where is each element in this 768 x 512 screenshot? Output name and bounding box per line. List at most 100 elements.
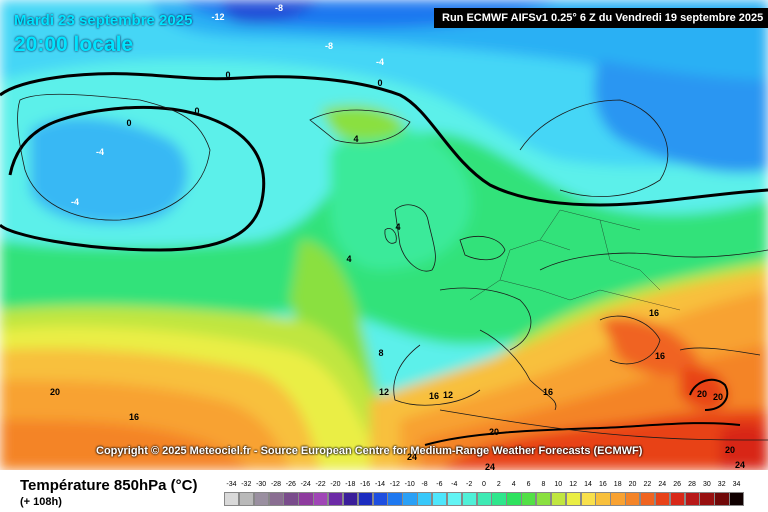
scale-swatch xyxy=(328,492,344,506)
isotherm-value-label: 24 xyxy=(735,460,745,470)
isotherm-value-label: 0 xyxy=(225,70,230,80)
scale-swatch xyxy=(654,492,671,506)
scale-swatch xyxy=(625,492,641,506)
isotherm-value-label: 24 xyxy=(485,462,495,470)
isotherm-value-label: 4 xyxy=(346,254,351,264)
scale-label: 24 xyxy=(658,481,667,488)
isotherm-value-label: 12 xyxy=(443,390,453,400)
scale-label: 16 xyxy=(598,481,607,488)
color-scale-labels: -34 -32 -30 -28 -26 -24 -22 -20 -18 -16 -14 -12 -10-… xyxy=(224,481,744,491)
scale-label: 26 xyxy=(673,481,682,488)
isotherm-value-label: 12 xyxy=(379,387,389,397)
scale-label: 10 xyxy=(554,481,563,488)
scale-label: 22 xyxy=(643,481,652,488)
isotherm-value-label: 16 xyxy=(543,387,553,397)
scale-swatch xyxy=(342,492,359,506)
scale-swatch xyxy=(699,492,715,506)
borders xyxy=(469,209,681,311)
scale-swatch xyxy=(521,492,537,506)
coastlines xyxy=(17,93,768,441)
scale-label: -16 xyxy=(360,481,371,488)
forecast-date: Mardi 23 septembre 2025 xyxy=(14,12,193,29)
scale-label: 12 xyxy=(569,481,578,488)
scale-label: 8 xyxy=(541,481,546,488)
isotherm-value-label: 20 xyxy=(489,427,499,437)
isotherm-value-label: -4 xyxy=(376,57,384,67)
scale-swatch xyxy=(268,492,284,506)
scale-swatch xyxy=(283,492,299,506)
scale-label: -28 xyxy=(270,481,282,488)
isotherm-value-label: 20 xyxy=(50,387,60,397)
scale-swatch xyxy=(224,492,240,506)
parameter-title: Température 850hPa (°C) xyxy=(20,477,198,494)
scale-label: 0 xyxy=(482,481,486,488)
isotherm-value-label: 20 xyxy=(697,389,707,399)
scale-swatch xyxy=(402,492,418,506)
scale-label: -6 xyxy=(436,481,443,488)
scale-swatch xyxy=(684,492,700,506)
legend-panel: Température 850hPa (°C) (+ 108h) -34 -32-… xyxy=(0,470,768,512)
scale-swatch xyxy=(580,492,596,506)
zero-isotherm xyxy=(0,72,768,207)
scale-swatch xyxy=(357,492,374,506)
scale-swatch xyxy=(372,492,388,506)
isotherm-value-label: -4 xyxy=(96,147,104,157)
isotherm-value-label: -8 xyxy=(325,41,333,51)
isotherm-value-label: 16 xyxy=(649,308,659,318)
scale-swatch xyxy=(313,492,329,506)
isotherm-value-label: 4 xyxy=(353,134,358,144)
scale-label: -26 xyxy=(285,481,296,488)
isotherm-value-label: 8 xyxy=(378,348,383,358)
isotherm-20 xyxy=(689,378,729,411)
run-info: Run ECMWF AIFSv1 0.25° 6 Z du Vendredi 1… xyxy=(434,8,768,28)
scale-swatch xyxy=(565,492,582,506)
scale-label: -12 xyxy=(389,481,400,488)
isotherm-value-label: 24 xyxy=(407,452,417,462)
scale-label: 20 xyxy=(628,481,637,488)
scale-label: -24 xyxy=(300,481,311,488)
scale-swatch xyxy=(536,492,552,506)
scale-swatch xyxy=(595,492,611,506)
scale-label: -22 xyxy=(315,481,326,488)
scale-label: -10 xyxy=(404,481,415,488)
isotherm-value-label: 0 xyxy=(126,118,131,128)
scale-swatch xyxy=(387,492,403,506)
scale-swatch xyxy=(432,492,448,506)
scale-label: 34 xyxy=(732,481,741,488)
isotherm-value-label: 4 xyxy=(395,222,400,232)
scale-swatch xyxy=(417,492,433,506)
copyright-notice: Copyright © 2025 Meteociel.fr - Source E… xyxy=(96,445,643,457)
scale-label: 4 xyxy=(511,481,516,488)
isotherm-value-label: 16 xyxy=(129,412,139,422)
isotherm-value-label: 0 xyxy=(377,78,382,88)
scale-label: -18 xyxy=(345,481,356,488)
temperature-field xyxy=(0,0,768,470)
scale-label: -2 xyxy=(466,481,473,488)
scale-label: 2 xyxy=(496,481,501,488)
scale-label: 28 xyxy=(688,481,696,488)
scale-label: -30 xyxy=(256,481,267,488)
scale-label: -32 xyxy=(241,481,252,488)
isotherm-value-label: -4 xyxy=(71,197,79,207)
scale-swatch xyxy=(669,492,686,506)
scale-swatch xyxy=(476,492,492,506)
scale-label: -4 xyxy=(451,481,458,488)
scale-label: -20 xyxy=(330,481,341,488)
isotherm-value-label: 16 xyxy=(429,391,439,401)
color-scale-bar xyxy=(224,492,745,506)
scale-label: -34 xyxy=(226,481,237,488)
scale-label: 14 xyxy=(584,481,592,488)
forecast-time: 20:00 locale xyxy=(14,33,134,56)
scale-swatch xyxy=(610,492,626,506)
scale-swatch xyxy=(491,492,507,506)
isotherm-value-label: -12 xyxy=(211,12,224,22)
scale-swatch xyxy=(446,492,463,506)
isotherm-24 xyxy=(424,422,741,446)
zero-isotherm-loop xyxy=(0,105,266,252)
scale-swatch xyxy=(640,492,656,506)
scale-swatch xyxy=(729,492,745,506)
scale-swatch xyxy=(550,492,567,506)
